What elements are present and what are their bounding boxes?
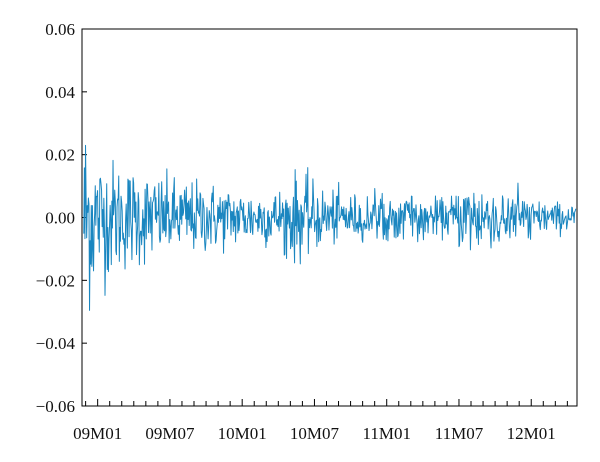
x-tick-label: 10M01	[218, 424, 267, 443]
y-tick-label: −0.06	[36, 397, 75, 416]
x-tick-label: 11M07	[435, 424, 484, 443]
y-axis: 0.06 0.04 0.02 0.00 −0.02 −0.04 −0.06	[36, 20, 87, 416]
y-tick-label: −0.02	[36, 271, 75, 290]
x-tick-label: 09M01	[73, 424, 122, 443]
x-tick-label: 09M07	[145, 424, 195, 443]
y-tick-label: 0.04	[45, 83, 75, 102]
x-tick-label: 12M01	[507, 424, 556, 443]
y-tick-label: 0.00	[45, 209, 75, 228]
y-tick-label: 0.06	[45, 20, 75, 39]
series-layer	[83, 144, 577, 311]
series-line	[83, 144, 577, 311]
y-tick-label: 0.02	[45, 146, 75, 165]
x-axis: 09M01 09M07 10M01 10M07 11M01 11M07 12M01	[73, 399, 568, 443]
x-tick-label: 11M01	[362, 424, 411, 443]
y-tick-label: −0.04	[36, 334, 76, 353]
x-tick-label: 10M07	[290, 424, 340, 443]
